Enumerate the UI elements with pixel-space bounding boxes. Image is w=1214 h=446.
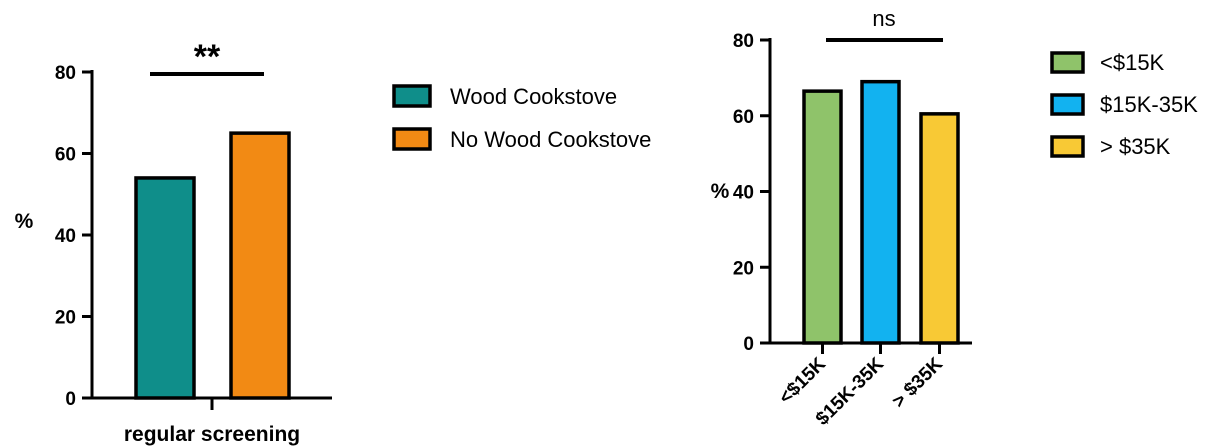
chart2-legend-swatch	[1050, 135, 1085, 158]
chart2-legend-label: $15K-35K	[1100, 92, 1198, 117]
chart1-legend: Wood Cookstove No Wood Cookstove	[392, 84, 651, 152]
chart-regular-screening: 0 20 40 60 80 % regular screening ** Wood Co…	[15, 38, 652, 446]
chart2-x-tick-label: <$15K	[775, 353, 830, 408]
chart1-legend-label: No Wood Cookstove	[450, 127, 651, 152]
chart2-legend-label: <$15K	[1100, 50, 1165, 75]
chart2-y-tick-label: 0	[743, 334, 754, 355]
chart1-y-tick-label: 80	[55, 63, 76, 84]
chart1-legend-swatch	[392, 84, 432, 108]
chart1-y-tick-label: 20	[55, 308, 76, 329]
chart2-y-tick-label: 40	[733, 183, 754, 204]
chart2-legend-label: > $35K	[1100, 134, 1171, 159]
chart2-y-ticks: 0 20 40 60 80	[733, 31, 770, 355]
chart1-bar-wood-cookstove	[134, 176, 196, 400]
chart1-y-tick-label: 0	[65, 389, 76, 410]
chart1-bars	[134, 131, 291, 400]
chart-income-groups: 0 20 40 60 80 <$15K $15K-35K > $35K % ns <$15K…	[711, 6, 1199, 430]
chart1-y-axis-label: %	[15, 210, 34, 233]
chart1-x-axis-label: regular screening	[124, 423, 300, 446]
chart2-y-tick-label: 20	[733, 258, 754, 279]
chart1-axes	[90, 70, 332, 410]
chart2-bar-15k-35k	[860, 79, 901, 345]
chart2-y-axis-label: %	[711, 180, 730, 203]
chart2-significance-label: ns	[872, 6, 895, 31]
chart1-significance-label: **	[194, 38, 221, 76]
chart1-y-ticks: 0 20 40 60 80	[55, 63, 92, 410]
chart2-bar-lt-15k	[802, 89, 843, 345]
chart1-legend-label: Wood Cookstove	[450, 84, 617, 109]
chart2-legend: <$15K $15K-35K > $35K	[1050, 50, 1198, 159]
chart1-bar-no-wood-cookstove	[229, 131, 291, 400]
chart2-legend-swatch	[1050, 51, 1085, 74]
chart2-y-tick-label: 80	[733, 31, 754, 52]
chart1-y-tick-label: 40	[55, 226, 76, 247]
chart2-bar-gt-35k	[919, 112, 960, 345]
chart2-bars	[802, 79, 960, 345]
chart1-y-tick-label: 60	[55, 145, 76, 166]
chart2-legend-swatch	[1050, 93, 1085, 116]
chart1-legend-swatch	[392, 127, 432, 151]
chart2-x-ticks: <$15K$15K-35K > $35K	[775, 343, 947, 430]
chart2-y-tick-label: 60	[733, 107, 754, 128]
chart2-x-tick-label: > $35K	[888, 353, 947, 412]
